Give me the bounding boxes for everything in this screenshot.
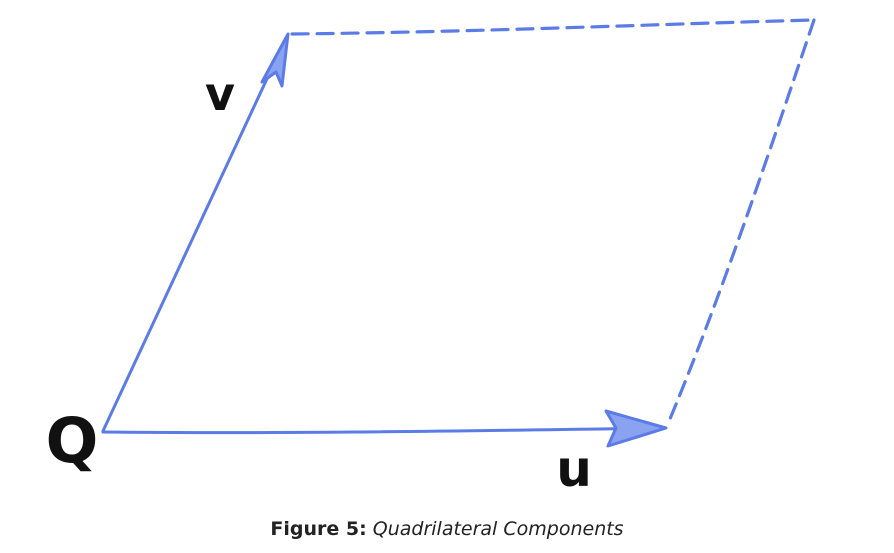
- figure-label: Figure 5:: [270, 518, 367, 540]
- parallelogram-diagram: v Q u: [46, 18, 816, 498]
- dashed-top-edge: [290, 18, 816, 36]
- label-v: v: [205, 67, 235, 121]
- figure-title: Quadrilateral Components: [372, 518, 624, 540]
- figure-caption: Figure 5: Quadrilateral Components: [0, 516, 894, 542]
- vector-v-arrowhead: [260, 32, 290, 88]
- label-u: u: [556, 440, 592, 498]
- vector-u-arrowhead: [604, 409, 668, 448]
- dashed-right-edge: [665, 18, 816, 428]
- vector-u-line: [101, 426, 666, 435]
- vector-v-line: [101, 36, 288, 433]
- label-origin-q: Q: [46, 404, 99, 477]
